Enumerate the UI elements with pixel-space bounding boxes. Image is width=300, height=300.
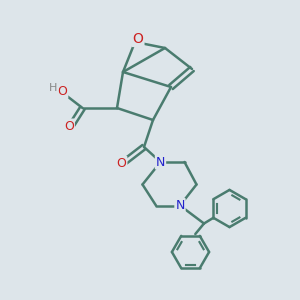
Text: H: H bbox=[49, 82, 58, 93]
Text: N: N bbox=[156, 155, 165, 169]
Text: O: O bbox=[133, 32, 143, 46]
Text: N: N bbox=[175, 199, 185, 212]
Text: O: O bbox=[58, 85, 67, 98]
Text: O: O bbox=[117, 157, 126, 170]
Text: O: O bbox=[64, 119, 74, 133]
